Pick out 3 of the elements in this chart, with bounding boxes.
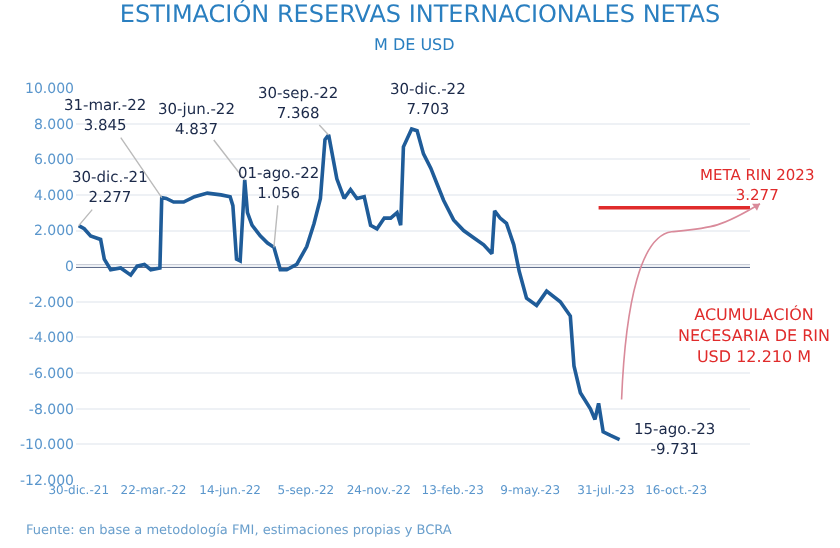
chart-subtitle: M DE USD: [374, 36, 455, 54]
annotation: ACUMULACIÓN NECESARIA DE RIN USD 12.210 M: [678, 304, 830, 366]
chart-title: ESTIMACIÓN RESERVAS INTERNACIONALES NETAS: [119, 0, 721, 29]
